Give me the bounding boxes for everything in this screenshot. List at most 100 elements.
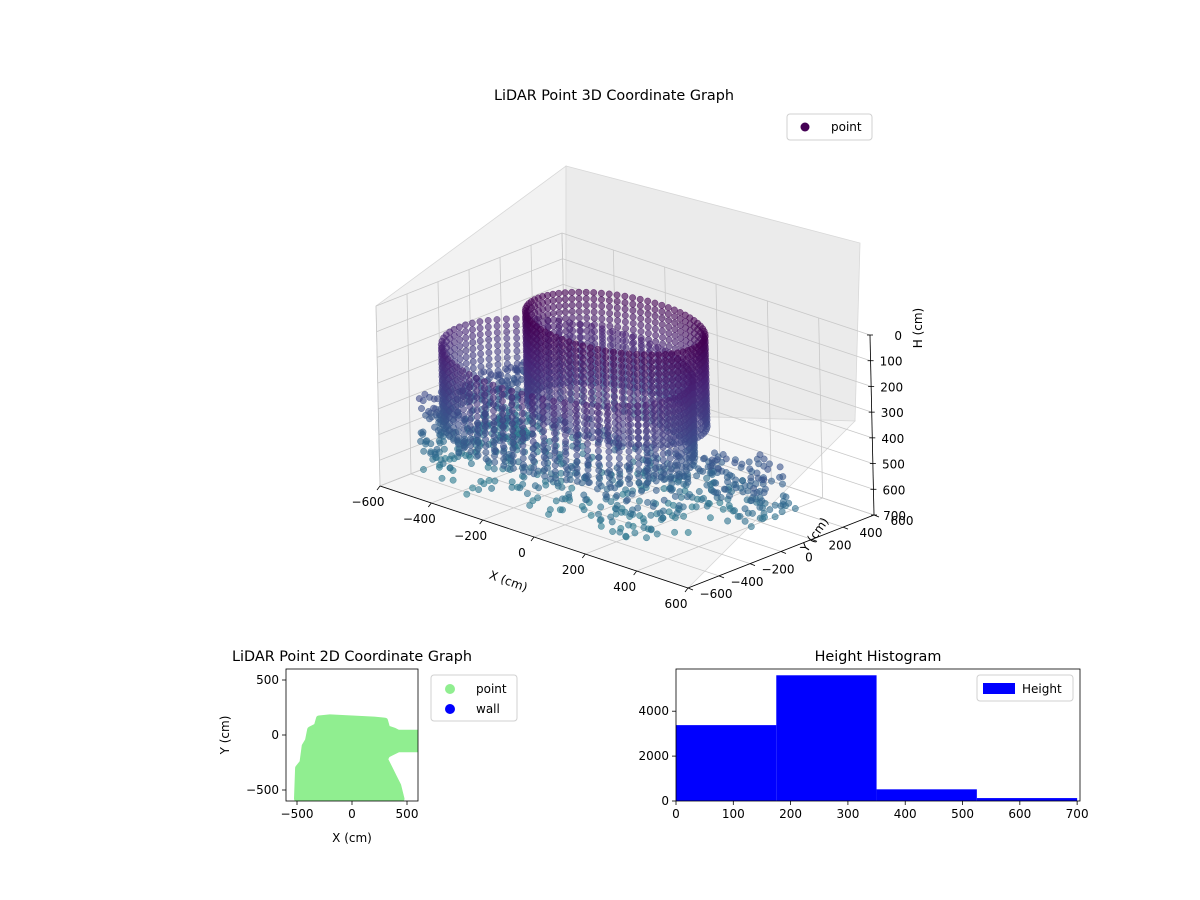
data-point-3d bbox=[671, 401, 679, 409]
data-point-3d bbox=[539, 395, 547, 403]
data-point-3d bbox=[481, 403, 489, 411]
data-point-3d bbox=[644, 498, 652, 506]
data-point-3d bbox=[573, 391, 581, 399]
data-point-3d bbox=[513, 328, 520, 336]
data-point-3d bbox=[484, 329, 492, 337]
data-point-3d bbox=[665, 336, 673, 344]
data-point-3d bbox=[495, 371, 503, 379]
data-point-3d bbox=[462, 340, 470, 348]
data-point-3d bbox=[731, 459, 739, 467]
data-point-3d bbox=[583, 320, 591, 328]
data-point-3d bbox=[466, 403, 474, 411]
data-point-3d bbox=[499, 429, 507, 437]
data-point-3d bbox=[509, 452, 517, 460]
data-point-3d bbox=[651, 419, 659, 427]
data-point-3d bbox=[584, 466, 592, 473]
data-point-3d bbox=[666, 429, 674, 437]
data-point-3d bbox=[641, 377, 649, 384]
data-point-3d bbox=[668, 356, 676, 364]
z-tick-label-3d: 100 bbox=[880, 355, 903, 369]
data-point-3d bbox=[473, 387, 481, 395]
data-point-3d bbox=[658, 398, 666, 406]
data-point-3d bbox=[652, 464, 660, 472]
data-point-3d bbox=[724, 517, 732, 525]
x-tick-label-histogram: 500 bbox=[951, 807, 974, 821]
data-point-3d bbox=[503, 354, 511, 362]
data-point-3d bbox=[671, 319, 679, 327]
x-tick-label-histogram: 200 bbox=[779, 807, 802, 821]
histogram-bar bbox=[976, 798, 1078, 801]
data-point-3d bbox=[568, 314, 576, 322]
data-point-3d bbox=[473, 394, 481, 401]
data-point-3d bbox=[508, 413, 516, 421]
data-point-3d bbox=[459, 399, 467, 407]
data-point-3d bbox=[633, 370, 641, 378]
data-point-3d bbox=[756, 451, 764, 459]
data-point-3d bbox=[615, 448, 623, 456]
z-tick-label-3d: 700 bbox=[883, 509, 906, 523]
data-point-3d bbox=[529, 412, 537, 420]
x-tick-label-histogram: 600 bbox=[1008, 807, 1031, 821]
data-point-3d bbox=[516, 484, 524, 492]
data-point-3d bbox=[703, 474, 711, 482]
data-point-3d bbox=[610, 355, 618, 362]
data-point-3d bbox=[684, 529, 692, 536]
data-point-3d bbox=[643, 427, 651, 435]
z-tick-label-3d: 400 bbox=[881, 432, 904, 446]
data-point-3d bbox=[587, 511, 595, 519]
data-point-3d bbox=[417, 429, 425, 437]
data-point-3d bbox=[561, 418, 569, 426]
data-point-3d bbox=[651, 318, 659, 326]
data-point-3d bbox=[660, 469, 668, 477]
data-point-3d bbox=[674, 375, 682, 383]
data-point-3d bbox=[555, 315, 563, 323]
data-point-3d bbox=[655, 351, 663, 359]
data-point-3d bbox=[629, 326, 637, 334]
data-point-3d bbox=[671, 332, 679, 340]
data-point-3d bbox=[499, 404, 506, 412]
data-point-3d bbox=[646, 340, 654, 348]
x-tick-label-3d: 400 bbox=[613, 580, 636, 594]
data-point-3d bbox=[660, 496, 668, 504]
data-point-3d bbox=[519, 461, 527, 469]
data-point-3d bbox=[603, 392, 611, 400]
data-point-3d bbox=[582, 496, 590, 504]
data-point-3d bbox=[618, 394, 626, 402]
data-point-3d bbox=[474, 451, 482, 459]
data-point-3d bbox=[637, 308, 644, 316]
data-point-3d bbox=[480, 378, 488, 386]
data-point-3d bbox=[559, 374, 567, 382]
data-point-3d bbox=[673, 509, 681, 517]
data-point-3d bbox=[644, 297, 652, 305]
data-point-3d bbox=[473, 406, 481, 414]
data-point-3d bbox=[494, 361, 502, 369]
data-point-3d bbox=[508, 387, 516, 395]
data-point-3d bbox=[623, 496, 631, 504]
data-point-3d bbox=[768, 477, 775, 485]
data-point-3d bbox=[667, 486, 675, 494]
data-point-3d bbox=[573, 452, 581, 460]
data-point-3d bbox=[513, 366, 521, 374]
data-point-3d bbox=[711, 449, 718, 457]
data-point-3d bbox=[778, 508, 786, 516]
data-point-3d bbox=[547, 350, 555, 358]
data-point-3d bbox=[500, 449, 507, 457]
data-point-3d bbox=[625, 356, 633, 364]
data-point-3d bbox=[594, 352, 602, 360]
data-point-3d bbox=[598, 334, 606, 342]
data-point-3d bbox=[666, 422, 673, 430]
data-point-3d bbox=[618, 368, 626, 376]
data-point-3d bbox=[494, 348, 502, 356]
data-point-3d bbox=[669, 388, 677, 396]
data-point-3d bbox=[430, 404, 438, 412]
y-axis-label-2d: Y (cm) bbox=[218, 716, 232, 756]
data-point-3d bbox=[667, 474, 675, 482]
data-point-3d bbox=[674, 362, 682, 370]
data-point-3d bbox=[746, 465, 754, 473]
data-point-3d bbox=[490, 465, 498, 473]
histogram-title: Height Histogram bbox=[815, 649, 942, 665]
data-point-3d bbox=[467, 441, 475, 449]
data-point-3d bbox=[614, 336, 622, 344]
grid-line bbox=[818, 317, 824, 499]
data-point-3d bbox=[572, 432, 580, 440]
